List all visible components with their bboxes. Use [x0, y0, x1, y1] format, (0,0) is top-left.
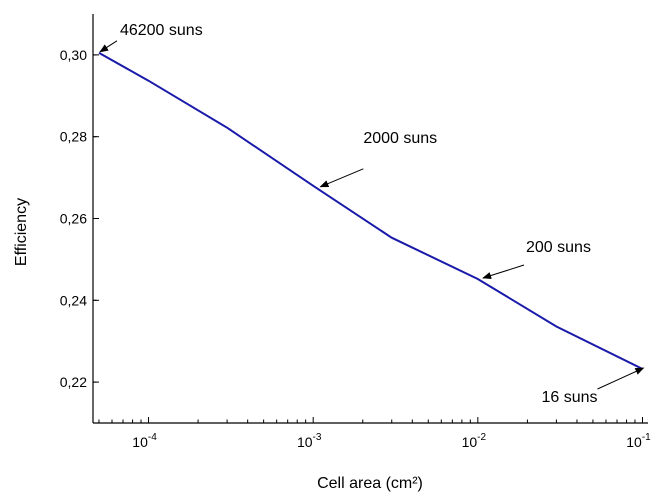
annotation-arrow	[319, 168, 364, 188]
x-tick-label: 10-2	[462, 432, 487, 450]
y-tick-label: 0,30	[60, 47, 87, 63]
series-layer	[98, 52, 643, 370]
annotation-label: 2000 suns	[363, 130, 437, 147]
series-line	[98, 52, 643, 370]
annotation-label: 46200 suns	[120, 22, 203, 39]
x-tick-label: 10-4	[132, 432, 157, 450]
x-tick-label: 10-1	[626, 432, 651, 450]
x-tick-label: 10-3	[297, 432, 322, 450]
annotation-arrow	[597, 367, 645, 390]
annotation-arrow	[99, 40, 118, 53]
annotation-label: 200 suns	[526, 239, 591, 256]
x-axis-title: Cell area (cm²)	[317, 475, 423, 492]
y-tick-label: 0,22	[60, 374, 87, 390]
annotation-arrow	[482, 264, 525, 280]
annotation-label: 16 suns	[541, 389, 597, 406]
y-axis-title: Efficiency	[13, 198, 30, 266]
axes: 0,22 0,24 0,26 0,28 0,30 10-4 10-3 10-2 10-1	[60, 14, 651, 450]
annotations: 46200 suns 2000 suns 200 suns 16 suns	[99, 22, 645, 406]
y-tick-label: 0,24	[60, 292, 87, 308]
y-tick-label: 0,28	[60, 129, 87, 145]
y-tick-label: 0,26	[60, 211, 87, 227]
